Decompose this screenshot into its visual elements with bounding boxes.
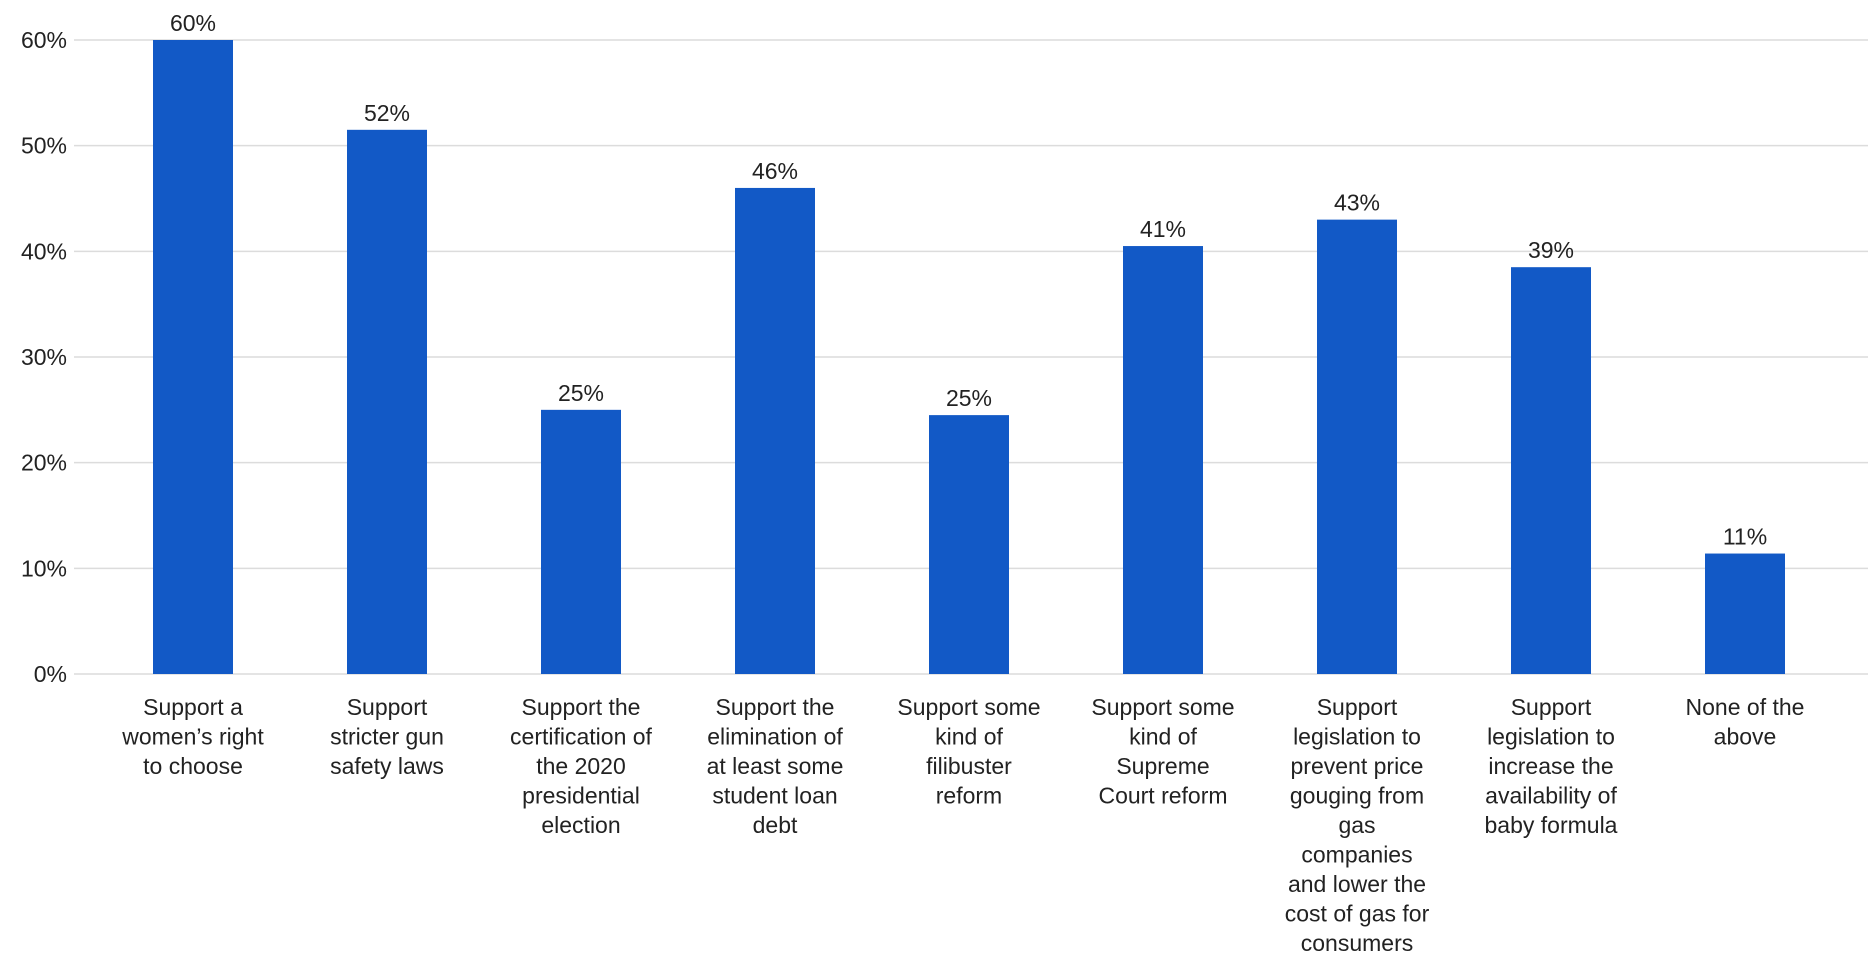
x-tick-label: Support stricter gun safety laws bbox=[330, 694, 444, 779]
x-tick-label-line: safety laws bbox=[330, 753, 444, 779]
x-tick-label-line: None of the bbox=[1686, 694, 1805, 720]
x-tick-label-line: above bbox=[1714, 724, 1777, 750]
data-label: 60% bbox=[170, 10, 216, 36]
data-labels: 60% 52% 25% 46% 25% 41% 43% 39% 11% bbox=[170, 10, 1767, 550]
bar bbox=[1123, 246, 1203, 675]
y-tick-label: 10% bbox=[21, 555, 67, 581]
x-tick-label-line: elimination of bbox=[707, 724, 843, 750]
x-tick-label: None of the above bbox=[1686, 694, 1805, 750]
x-tick-label-line: gas bbox=[1338, 812, 1375, 838]
bar bbox=[1705, 553, 1785, 674]
x-tick-label-line: Support some bbox=[897, 694, 1040, 720]
x-tick-label: Support the elimination of at least some st… bbox=[707, 694, 844, 838]
y-tick-label: 40% bbox=[21, 238, 67, 264]
bar bbox=[347, 129, 427, 675]
x-tick-label: Support legislation to increase the availab… bbox=[1485, 694, 1618, 838]
x-tick-label-line: Support bbox=[1317, 694, 1398, 720]
x-tick-label-line: legislation to bbox=[1293, 724, 1421, 750]
x-tick-label-line: women’s right bbox=[121, 724, 264, 750]
x-tick-label-line: election bbox=[541, 812, 620, 838]
data-label: 46% bbox=[752, 158, 798, 184]
x-tick-label: Support a women’s right to choose bbox=[121, 694, 264, 779]
x-tick-label-line: certification of bbox=[510, 724, 653, 750]
x-tick-label-line: Support the bbox=[716, 694, 835, 720]
x-tick-label: Support legislation to prevent price gougin… bbox=[1285, 694, 1430, 956]
bar bbox=[153, 40, 233, 674]
x-tick-label-line: gouging from bbox=[1290, 783, 1424, 809]
x-tick-label-line: increase the bbox=[1488, 753, 1613, 779]
data-label: 52% bbox=[364, 100, 410, 126]
data-label: 43% bbox=[1334, 190, 1380, 216]
x-tick-label-line: reform bbox=[936, 783, 1002, 809]
x-tick-label-line: Support bbox=[347, 694, 428, 720]
x-tick-label-line: Support bbox=[1511, 694, 1592, 720]
bar bbox=[1317, 219, 1397, 674]
x-tick-label-line: stricter gun bbox=[330, 724, 444, 750]
data-label: 11% bbox=[1723, 524, 1767, 550]
x-tick-label-line: prevent price bbox=[1291, 753, 1424, 779]
bar bbox=[929, 415, 1009, 674]
x-tick-label-line: Court reform bbox=[1098, 783, 1227, 809]
x-tick-label-line: Support a bbox=[143, 694, 243, 720]
x-tick-label-line: at least some bbox=[707, 753, 844, 779]
x-tick-label-line: Support the bbox=[522, 694, 641, 720]
x-axis-category-labels: Support a women’s right to choose Support st… bbox=[121, 694, 1804, 956]
bar bbox=[735, 187, 815, 674]
x-tick-label-line: to choose bbox=[143, 753, 243, 779]
x-tick-label-line: companies bbox=[1301, 842, 1412, 868]
y-tick-label: 20% bbox=[21, 450, 67, 476]
x-tick-label-line: availability of bbox=[1485, 783, 1617, 809]
x-tick-label-line: student loan bbox=[712, 783, 837, 809]
bars bbox=[153, 40, 1785, 675]
x-tick-label-line: kind of bbox=[935, 724, 1003, 750]
data-label: 25% bbox=[558, 380, 604, 406]
data-label: 25% bbox=[946, 385, 992, 411]
y-tick-label: 30% bbox=[21, 344, 67, 370]
x-tick-label-line: filibuster bbox=[926, 753, 1012, 779]
data-label: 39% bbox=[1528, 237, 1574, 263]
x-tick-label-line: the 2020 bbox=[536, 753, 626, 779]
x-tick-label-line: consumers bbox=[1301, 930, 1413, 956]
y-tick-label: 50% bbox=[21, 133, 67, 159]
x-tick-label: Support some kind of Supreme Court reform bbox=[1091, 694, 1234, 809]
data-label: 41% bbox=[1140, 216, 1186, 242]
x-tick-label: Support some kind of filibuster reform bbox=[897, 694, 1040, 809]
y-tick-label: 0% bbox=[34, 661, 67, 687]
x-tick-label-line: baby formula bbox=[1485, 812, 1618, 838]
x-tick-label-line: debt bbox=[753, 812, 798, 838]
x-tick-label-line: cost of gas for bbox=[1285, 901, 1430, 927]
x-tick-label-line: legislation to bbox=[1487, 724, 1615, 750]
bar bbox=[1511, 267, 1591, 674]
y-axis-tick-labels: 0% 10% 20% 30% 40% 50% 60% bbox=[21, 27, 67, 687]
x-tick-label-line: Supreme bbox=[1116, 753, 1209, 779]
bar bbox=[541, 409, 621, 674]
x-tick-label: Support the certification of the 2020 presi… bbox=[510, 694, 653, 838]
x-tick-label-line: kind of bbox=[1129, 724, 1197, 750]
x-tick-label-line: Support some bbox=[1091, 694, 1234, 720]
x-tick-label-line: and lower the bbox=[1288, 871, 1426, 897]
y-tick-label: 60% bbox=[21, 27, 67, 53]
x-tick-label-line: presidential bbox=[522, 783, 640, 809]
